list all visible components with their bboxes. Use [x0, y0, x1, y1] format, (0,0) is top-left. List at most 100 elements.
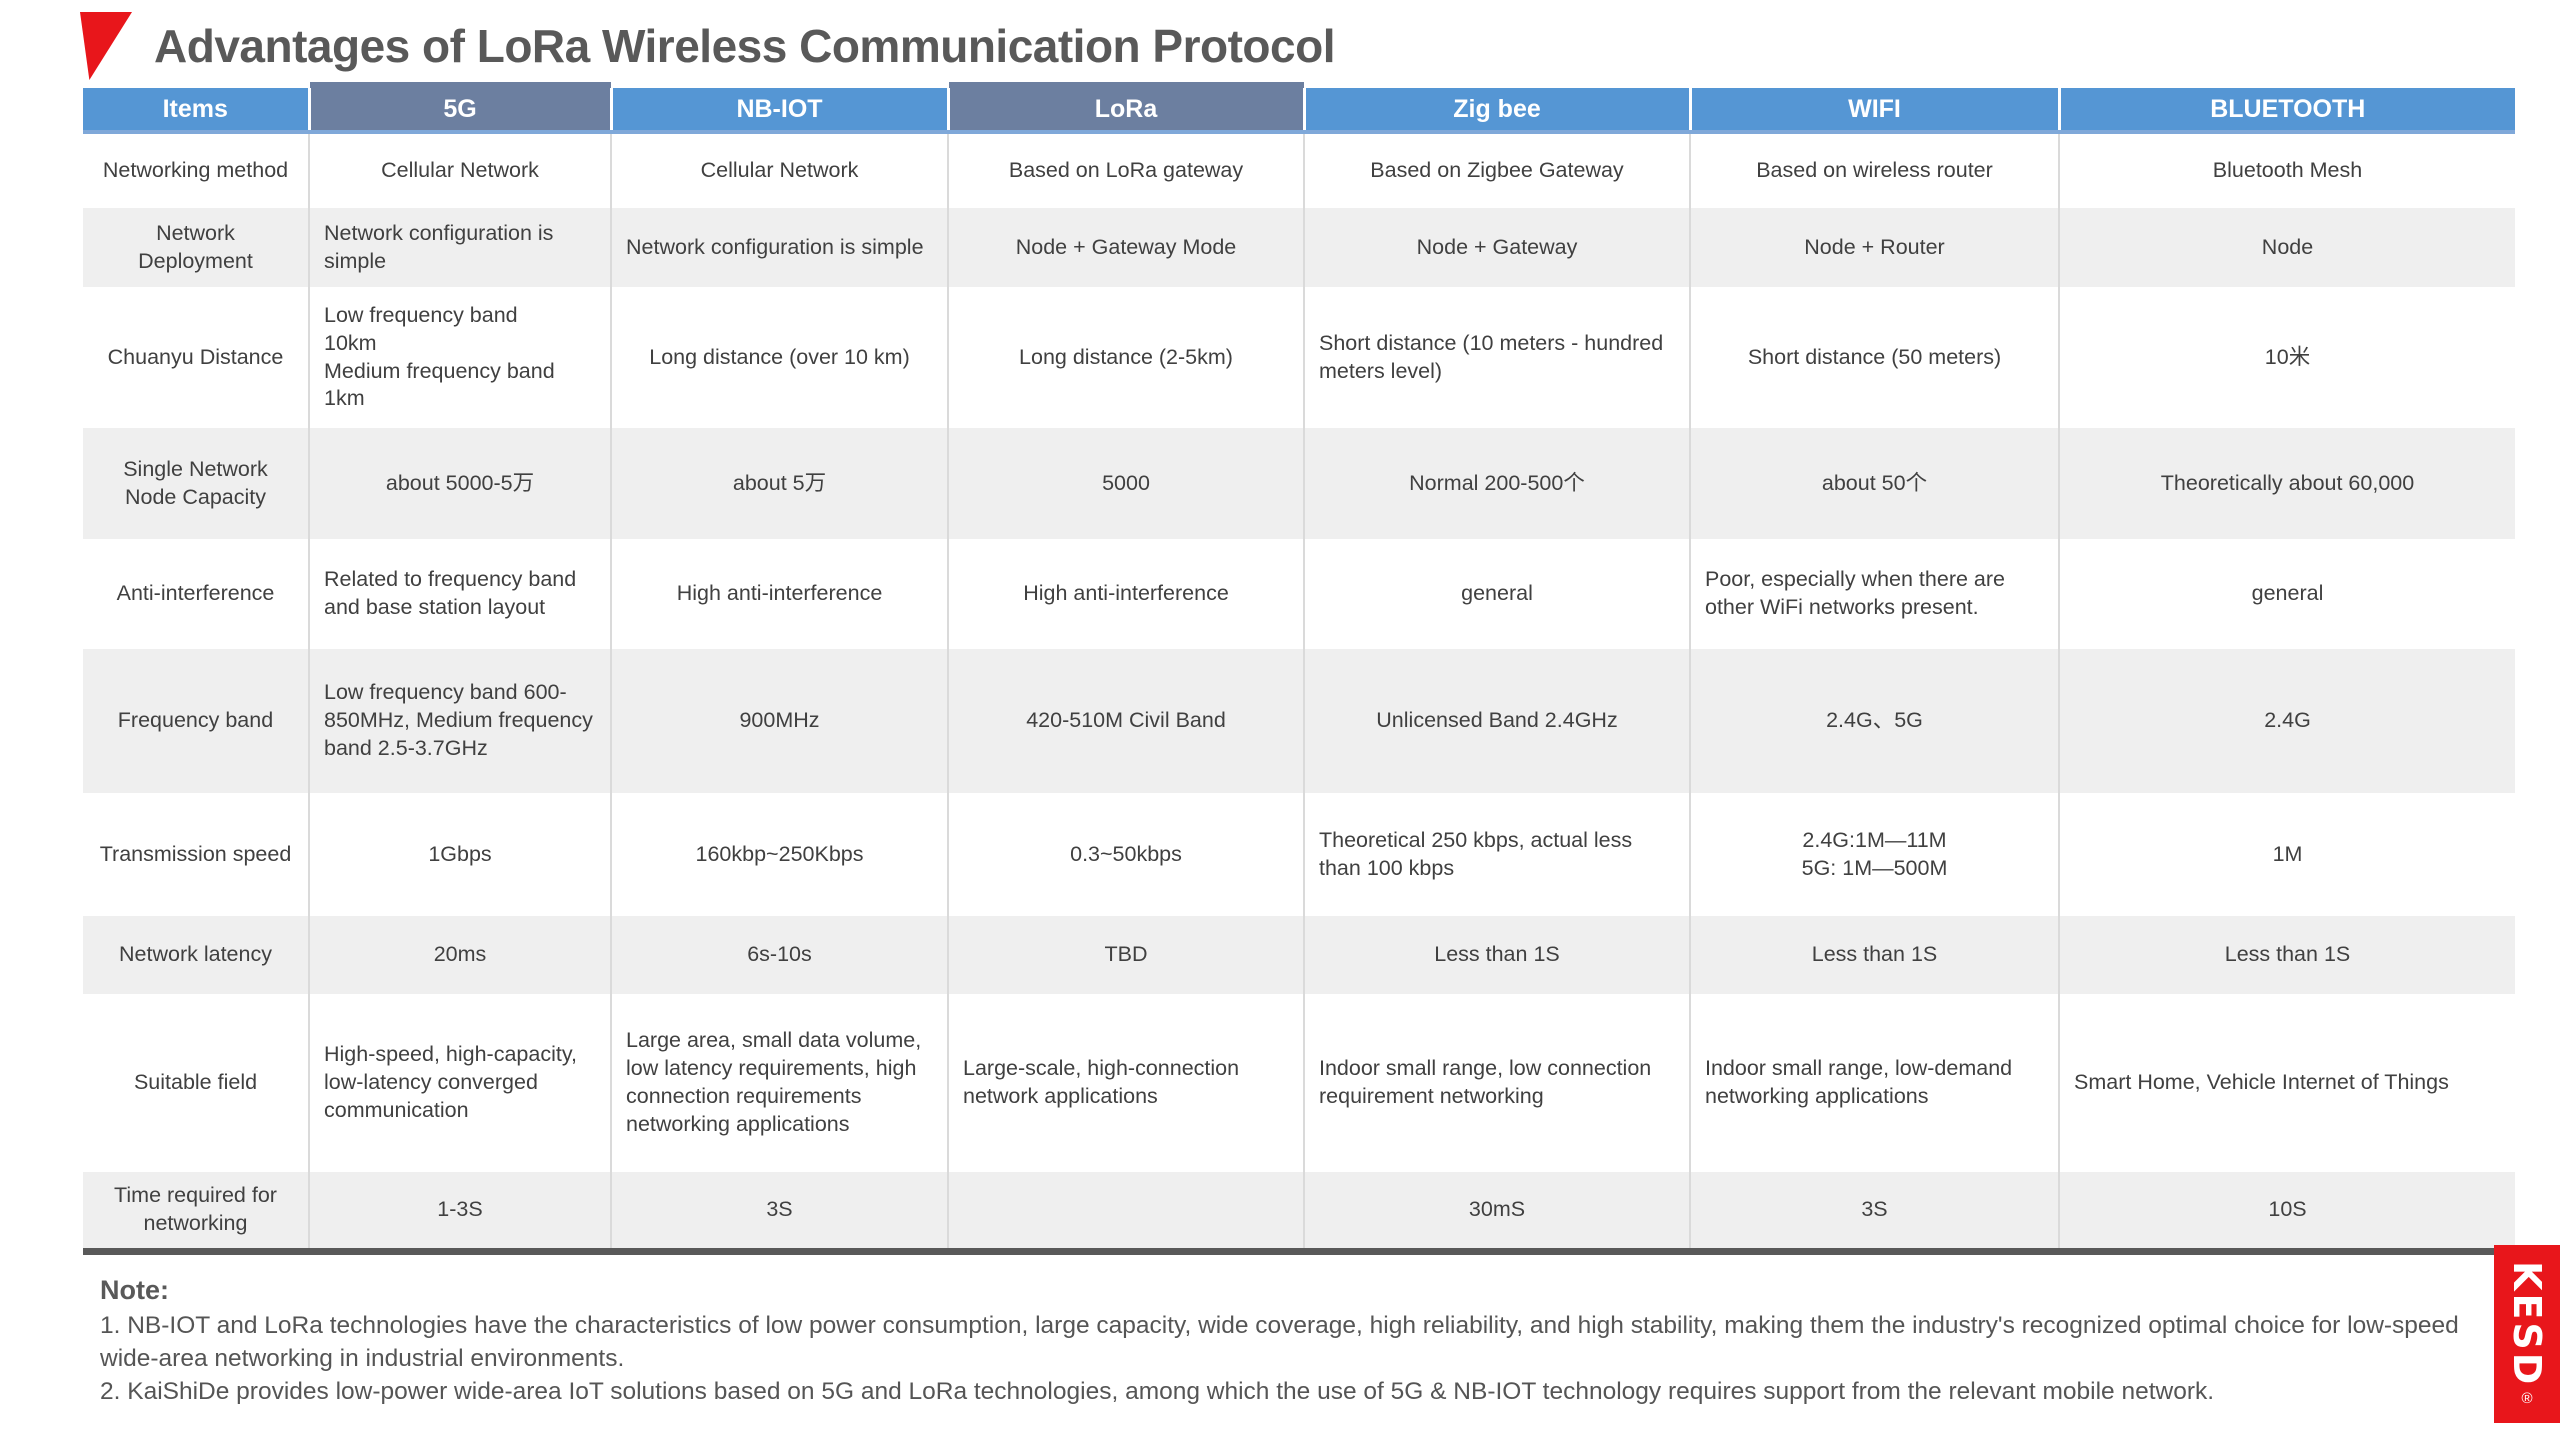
column-header-5g: 5G: [308, 82, 613, 134]
table-cell: Large area, small data volume, low laten…: [611, 994, 949, 1172]
table-cell: Based on LoRa gateway: [948, 132, 1305, 208]
row-label: Network latency: [83, 916, 310, 994]
table-cell: Cellular Network: [309, 132, 612, 208]
table-cell: Normal 200-500个: [1304, 428, 1691, 539]
note-item-1: 1. NB-IOT and LoRa technologies have the…: [100, 1312, 2459, 1372]
row-label: Networking method: [83, 132, 310, 208]
note-heading: Note:: [100, 1275, 169, 1305]
table-cell: about 50个: [1690, 428, 2060, 539]
table-cell: 6s-10s: [611, 916, 949, 994]
table-body: Networking method Cellular Network Cellula…: [83, 132, 2515, 1248]
table-cell: Long distance (over 10 km): [611, 287, 949, 428]
column-header-zig-bee: Zig bee: [1304, 88, 1692, 134]
column-header-wifi: WIFI: [1690, 88, 2061, 134]
table-cell: 420-510M Civil Band: [948, 649, 1305, 793]
table-row-anti-interference: Anti-interference Related to frequency ba…: [83, 539, 2515, 649]
table-row-single-network-node-capacity: Single Network Node Capacity about 5000-5…: [83, 428, 2515, 539]
table-row-network-deployment: Network Deployment Network configuration …: [83, 208, 2515, 287]
table-header: Items 5G NB-IOT LoRa Zig bee WIFI BLUETOOTH: [83, 82, 2515, 134]
row-label: Transmission speed: [83, 793, 310, 916]
table-cell: 1M: [2272, 841, 2303, 866]
table-cell: Short distance (50 meters): [1690, 287, 2060, 428]
row-label: Anti-interference: [83, 539, 310, 649]
table-row-network-latency: Network latency 20ms 6s-10s TBD Less than 1S…: [83, 916, 2515, 994]
table-cell: Theoretically about 60,000: [2160, 470, 2415, 495]
table-cell: Smart Home, Vehicle Internet of Things: [2074, 1070, 2449, 1095]
table-cell: 20ms: [309, 916, 612, 994]
table-row-suitable-field: Suitable field High-speed, high-capacity,…: [83, 994, 2515, 1172]
table-cell: 10米: [2264, 344, 2311, 369]
table-cell: Network configuration is simple: [611, 208, 949, 287]
table-cell: [948, 1172, 1305, 1248]
row-label: Frequency band: [83, 649, 310, 793]
row-label: Suitable field: [83, 994, 310, 1172]
table-cell: Indoor small range, low-demand networkin…: [1690, 994, 2060, 1172]
red-flag-icon: [80, 12, 132, 80]
table-cell: 900MHz: [611, 649, 949, 793]
table-header-row: Items 5G NB-IOT LoRa Zig bee WIFI BLUETOOTH: [83, 82, 2515, 134]
table-cell: 160kbp~250Kbps: [611, 793, 949, 916]
table-cell: Less than 1S: [2224, 942, 2351, 967]
table-cell: Large-scale, high-connection network app…: [948, 994, 1305, 1172]
table-cell: general: [2251, 581, 2324, 606]
table-cell: Unlicensed Band 2.4GHz: [1304, 649, 1691, 793]
table-cell: Long distance (2-5km): [948, 287, 1305, 428]
table-cell: Low frequency band 600-850MHz, Medium fr…: [309, 649, 612, 793]
protocol-comparison-table: Items 5G NB-IOT LoRa Zig bee WIFI BLUETOOTH Ne…: [83, 82, 2515, 1248]
table-cell: 10S: [2268, 1197, 2307, 1222]
page-title: Advantages of LoRa Wireless Communicatio…: [154, 20, 1336, 72]
table-cell: High anti-interference: [948, 539, 1305, 649]
table-cell: Node + Gateway Mode: [948, 208, 1305, 287]
note-section: Note: 1. NB-IOT and LoRa technologies ha…: [100, 1275, 2500, 1408]
table-cell: Based on Zigbee Gateway: [1304, 132, 1691, 208]
row-label: Time required for networking: [83, 1172, 310, 1248]
table-cell: TBD: [948, 916, 1305, 994]
table-cell: about 5万: [611, 428, 949, 539]
table-cell: Node + Gateway: [1304, 208, 1691, 287]
table-cell: Based on wireless router: [1690, 132, 2060, 208]
row-label: Network Deployment: [83, 208, 310, 287]
table-cell: 2.4G: [2264, 708, 2311, 733]
column-header-nb-iot: NB-IOT: [611, 88, 950, 134]
page-header: Advantages of LoRa Wireless Communicatio…: [0, 0, 2560, 88]
table-cell: Less than 1S: [1304, 916, 1691, 994]
table-cell: general: [1304, 539, 1691, 649]
table-cell: Bluetooth Mesh: [2212, 158, 2363, 183]
table-cell: Cellular Network: [611, 132, 949, 208]
column-header-bluetooth: BLUETOOTH: [2059, 88, 2515, 134]
table-cell: High anti-interference: [611, 539, 949, 649]
table-cell: 5000: [948, 428, 1305, 539]
table-cell: 1Gbps: [309, 793, 612, 916]
table-cell: Low frequency band 10km Medium frequency…: [309, 287, 612, 428]
table-cell: Network configuration is simple: [309, 208, 612, 287]
table-cell: about 5000-5万: [309, 428, 612, 539]
table-cell: 2.4G:1M—11M 5G: 1M—500M: [1690, 793, 2060, 916]
table-cell: Short distance (10 meters - hundred mete…: [1304, 287, 1691, 428]
table-cell: Less than 1S: [1690, 916, 2060, 994]
table-cell: 0.3~50kbps: [948, 793, 1305, 916]
column-header-lora: LoRa: [947, 82, 1306, 134]
table-cell: Related to frequency band and base stati…: [309, 539, 612, 649]
table-cell: 3S: [611, 1172, 949, 1248]
column-header-items: Items: [83, 88, 311, 134]
table-cell: 3S: [1690, 1172, 2060, 1248]
table-row-networking-method: Networking method Cellular Network Cellula…: [83, 132, 2515, 208]
table-row-time-required-for-networking: Time required for networking 1-3S 3S 30mS 3S…: [83, 1172, 2515, 1248]
table-cell: High-speed, high-capacity, low-latency c…: [309, 994, 612, 1172]
table-cell: 30mS: [1304, 1172, 1691, 1248]
table-cell: 1-3S: [309, 1172, 612, 1248]
comparison-table: Items 5G NB-IOT LoRa Zig bee WIFI BLUETOOTH Ne…: [83, 82, 2515, 1255]
table-cell: Node: [2261, 234, 2314, 259]
row-label: Chuanyu Distance: [83, 287, 310, 428]
table-cell: Theoretical 250 kbps, actual less than 1…: [1304, 793, 1691, 916]
table-row-transmission-speed: Transmission speed 1Gbps 160kbp~250Kbps 0.3…: [83, 793, 2515, 916]
note-item-2: 2. KaiShiDe provides low-power wide-area…: [100, 1377, 2215, 1405]
table-row-frequency-band: Frequency band Low frequency band 600-850…: [83, 649, 2515, 793]
table-cell: Poor, especially when there are other Wi…: [1690, 539, 2060, 649]
row-label: Single Network Node Capacity: [83, 428, 310, 539]
kesd-logo: KESD ®: [2494, 1245, 2560, 1423]
kesd-logo-text: KESD: [2505, 1261, 2549, 1388]
registered-trademark-icon: ®: [2518, 1389, 2536, 1407]
table-row-chuanyu-distance: Chuanyu Distance Low frequency band 10km …: [83, 287, 2515, 428]
table-cell: Node + Router: [1690, 208, 2060, 287]
